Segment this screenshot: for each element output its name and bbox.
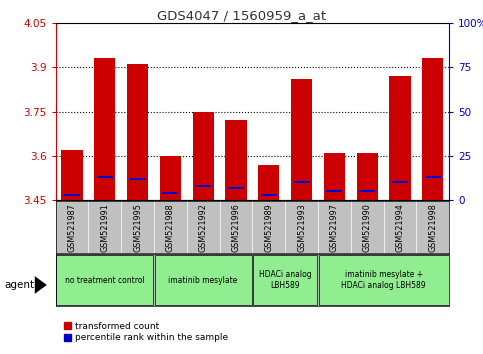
Text: GSM521990: GSM521990 [363,203,372,252]
Bar [225,120,247,200]
Bar [319,255,449,305]
Bar [61,150,83,200]
Bar [253,255,317,305]
Text: GSM521998: GSM521998 [428,203,437,252]
Bar [94,58,115,200]
Text: GSM521995: GSM521995 [133,203,142,252]
Text: GSM521997: GSM521997 [330,203,339,252]
Bar [389,76,411,200]
Bar [155,255,252,305]
Bar [228,187,244,189]
Bar [422,58,443,200]
Bar [193,112,214,200]
Legend: transformed count, percentile rank within the sample: transformed count, percentile rank withi… [60,318,231,346]
Bar [97,176,113,178]
Bar [127,64,148,200]
Bar [56,255,153,305]
Bar [327,190,342,192]
Bar [195,185,211,187]
Bar [129,178,145,180]
Text: agent: agent [5,280,35,290]
Bar [359,190,375,192]
Text: imatinib mesylate +
HDACi analog LBH589: imatinib mesylate + HDACi analog LBH589 [341,270,426,290]
Text: GDS4047 / 1560959_a_at: GDS4047 / 1560959_a_at [157,9,326,22]
Text: GSM521992: GSM521992 [199,203,208,252]
Bar [294,181,310,183]
Bar [324,153,345,200]
Bar [261,194,277,196]
Text: GSM521996: GSM521996 [231,203,241,252]
Bar [425,176,441,178]
Bar [356,153,378,200]
Text: imatinib mesylate: imatinib mesylate [169,275,238,285]
Text: GSM521989: GSM521989 [264,203,273,252]
Text: no treatment control: no treatment control [65,275,144,285]
Bar [291,79,312,200]
Bar [162,192,178,194]
Text: GSM521994: GSM521994 [396,203,404,252]
Text: GSM521991: GSM521991 [100,203,109,252]
Bar [64,194,80,196]
Text: HDACi analog
LBH589: HDACi analog LBH589 [259,270,312,290]
Text: GSM521987: GSM521987 [68,203,76,252]
Bar [392,181,408,183]
Bar [160,156,181,200]
Bar [258,165,280,200]
Text: GSM521993: GSM521993 [297,203,306,252]
Text: GSM521988: GSM521988 [166,203,175,252]
